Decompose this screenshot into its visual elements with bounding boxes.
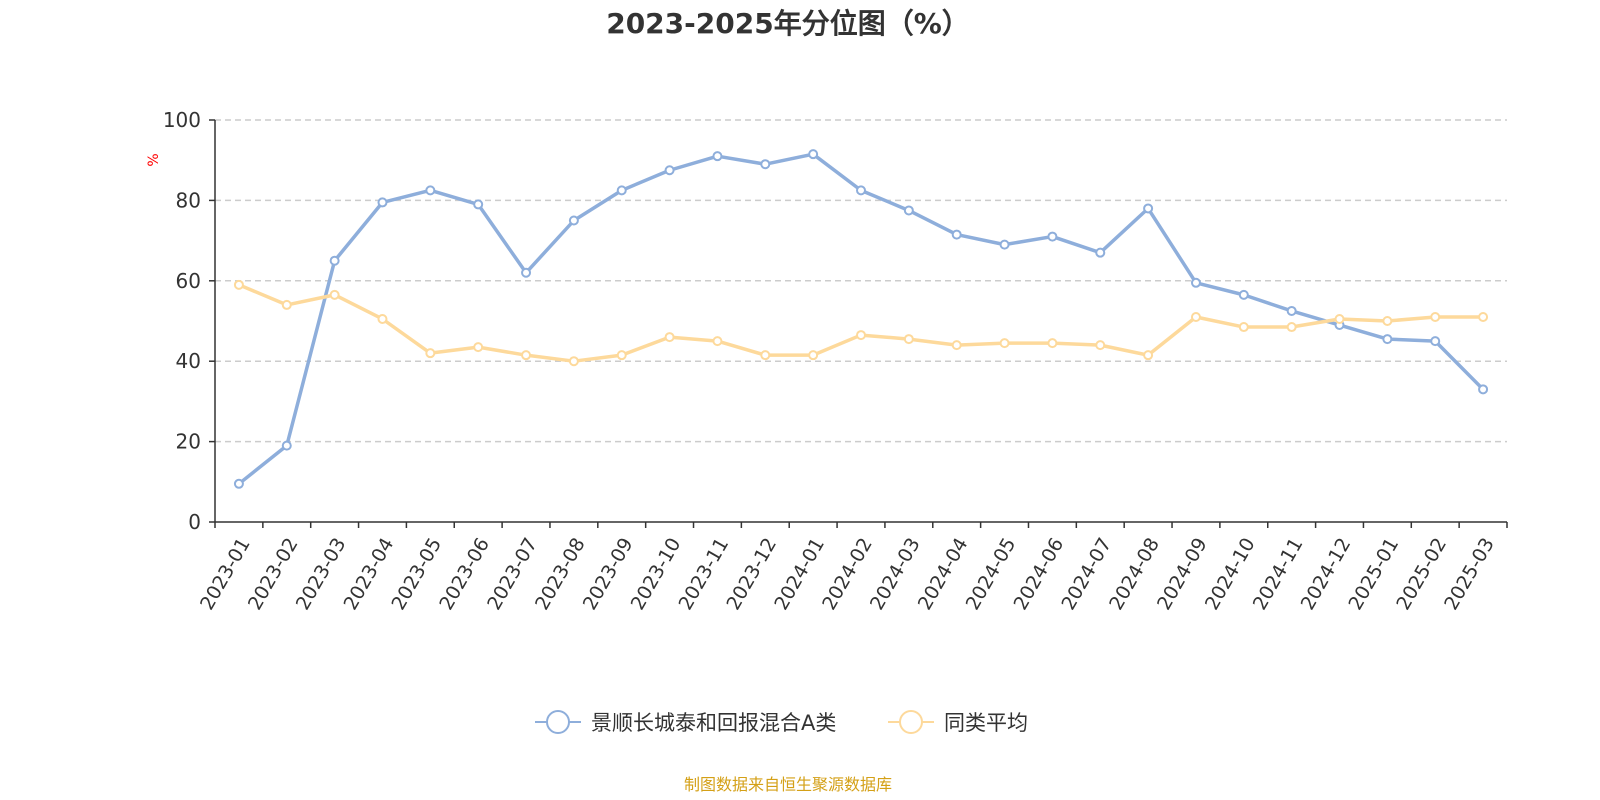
data-point <box>1095 247 1106 258</box>
legend[interactable]: 景顺长城泰和回报混合A类 同类平均 <box>535 710 1028 735</box>
chart-title: 2023-2025年分位图（%） <box>606 7 970 40</box>
y-tick-label: 0 <box>188 510 201 534</box>
data-point <box>329 255 340 266</box>
y-tick-label: 80 <box>176 188 201 212</box>
data-point <box>521 267 532 278</box>
x-tick-labels: 2023-012023-022023-032023-042023-052023-… <box>196 534 1499 614</box>
data-point <box>377 313 388 324</box>
data-point <box>425 348 436 359</box>
data-point <box>951 340 962 351</box>
data-point <box>568 215 579 226</box>
data-point <box>903 205 914 216</box>
data-point <box>1190 311 1201 322</box>
legend-item-1[interactable]: 景顺长城泰和回报混合A类 <box>535 710 836 735</box>
data-point <box>1047 338 1058 349</box>
data-point <box>760 350 771 361</box>
data-point <box>664 332 675 343</box>
data-point <box>281 440 292 451</box>
legend-label: 同类平均 <box>944 711 1028 735</box>
data-point <box>712 151 723 162</box>
data-point <box>808 149 819 160</box>
data-point <box>1143 203 1154 214</box>
legend-item-2[interactable]: 同类平均 <box>888 710 1028 735</box>
data-point <box>616 185 627 196</box>
axes <box>209 119 1508 528</box>
data-point <box>808 350 819 361</box>
data-point <box>521 350 532 361</box>
y-tick-label: 60 <box>176 269 201 293</box>
data-point <box>473 342 484 353</box>
data-point <box>951 229 962 240</box>
data-point <box>1286 322 1297 333</box>
data-point <box>1382 334 1393 345</box>
y-tick-label: 100 <box>163 108 201 132</box>
data-point <box>1143 350 1154 361</box>
data-point <box>999 338 1010 349</box>
legend-marker <box>899 710 923 734</box>
data-point <box>1382 316 1393 326</box>
source-note: 制图数据来自恒生聚源数据库 <box>684 775 892 794</box>
series-lines <box>233 149 1489 489</box>
y-tick-labels: 0 20 40 60 80 100 <box>163 108 201 534</box>
grid-lines <box>215 119 1507 443</box>
data-point <box>760 159 771 170</box>
data-point <box>664 165 675 176</box>
series-line-2 <box>238 283 1484 363</box>
data-point <box>1095 340 1106 351</box>
data-point <box>329 289 340 300</box>
data-point <box>233 478 244 489</box>
data-point <box>1190 277 1201 288</box>
data-point <box>1430 311 1441 322</box>
data-point <box>1238 322 1249 333</box>
data-point <box>1478 384 1489 395</box>
data-point <box>425 185 436 196</box>
legend-label: 景顺长城泰和回报混合A类 <box>591 711 836 735</box>
data-point <box>1478 311 1489 322</box>
data-point <box>712 336 723 347</box>
legend-marker <box>546 710 570 734</box>
y-axis-label: % <box>146 153 162 166</box>
y-tick-label: 20 <box>176 430 201 454</box>
data-point <box>999 239 1010 250</box>
data-point <box>856 330 866 341</box>
data-point <box>568 356 579 367</box>
series-line-1 <box>237 152 1485 486</box>
data-point <box>856 185 866 196</box>
data-point <box>903 334 914 345</box>
data-point <box>1286 305 1297 316</box>
data-point <box>616 350 627 361</box>
data-point <box>1047 231 1058 242</box>
y-tick-label: 40 <box>176 349 201 373</box>
data-point <box>473 199 484 210</box>
data-point <box>281 299 292 310</box>
data-point <box>1334 313 1345 324</box>
data-point <box>1238 289 1249 300</box>
data-point <box>233 279 244 290</box>
data-point <box>377 197 388 208</box>
data-point <box>1430 336 1441 347</box>
